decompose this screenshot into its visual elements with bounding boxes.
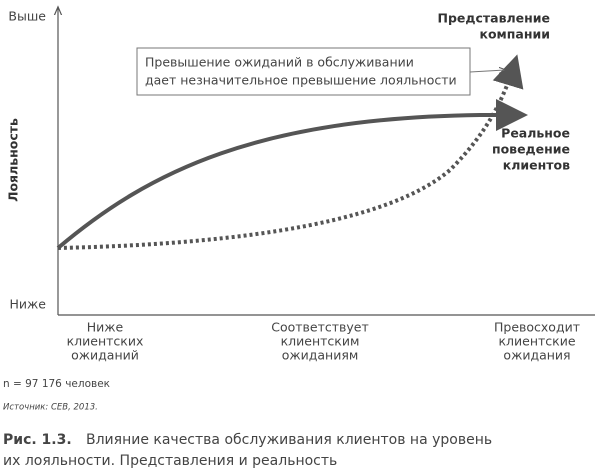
sample-note: n = 97 176 человек: [3, 378, 110, 390]
perception-label: компании: [479, 27, 550, 42]
perception-label: Представление: [438, 11, 551, 26]
callout-box: [136, 47, 471, 96]
x-label: клиентские: [498, 334, 575, 349]
reality-label: клиентов: [503, 158, 570, 173]
y-label: Лояльность: [6, 118, 21, 202]
callout-text: Превышение ожиданий в обслуживании: [145, 55, 414, 70]
x-labels: НижеклиентскихожиданийСоответствуетклиен…: [67, 320, 580, 363]
callout-text: дает незначительное превышение лояльност…: [145, 73, 457, 88]
x-label: ожиданий: [71, 348, 139, 363]
caption-number: Рис. 1.3.: [3, 432, 72, 448]
x-label: ожидания: [503, 348, 570, 363]
x-label: Соответствует: [271, 320, 369, 335]
x-label: Превосходит: [494, 320, 580, 335]
caption-text: их лояльности. Представления и реальност…: [3, 453, 337, 469]
reality-label: поведение: [492, 142, 570, 157]
y-high: Выше: [8, 9, 46, 24]
reality-label: Реальное: [501, 126, 570, 141]
x-label: клиентских: [67, 334, 144, 349]
reality-curve: [56, 99, 528, 250]
perception-curve: [57, 54, 524, 250]
x-label: ожиданиям: [282, 348, 359, 363]
callout-arrow: [469, 70, 505, 72]
caption-text: Влияние качества обслуживания клиентов н…: [86, 432, 492, 448]
x-label: клиентским: [281, 334, 360, 349]
source: Источник: CEB, 2013.: [3, 403, 98, 413]
x-label: Ниже: [87, 320, 124, 335]
y-low: Ниже: [10, 297, 47, 312]
